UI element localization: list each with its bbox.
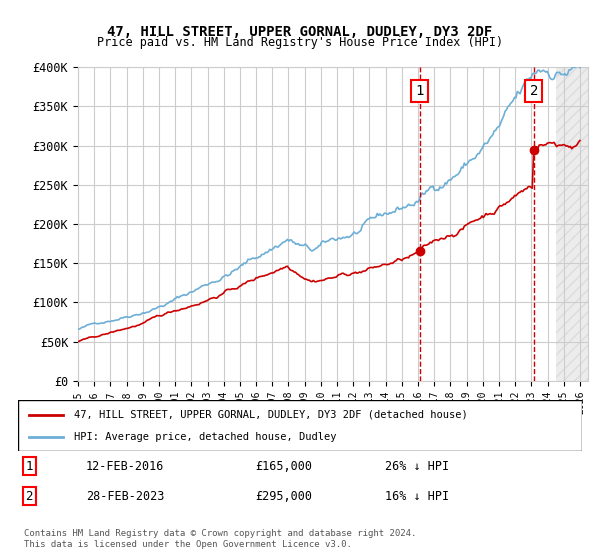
Text: 47, HILL STREET, UPPER GORNAL, DUDLEY, DY3 2DF: 47, HILL STREET, UPPER GORNAL, DUDLEY, D… — [107, 25, 493, 39]
Text: 16% ↓ HPI: 16% ↓ HPI — [385, 490, 449, 503]
Text: 12-FEB-2016: 12-FEB-2016 — [86, 460, 164, 473]
Text: £295,000: £295,000 — [255, 490, 312, 503]
FancyBboxPatch shape — [18, 400, 582, 451]
Bar — [556, 67, 588, 381]
Text: 2: 2 — [530, 83, 538, 97]
Text: 1: 1 — [26, 460, 33, 473]
Text: Contains HM Land Registry data © Crown copyright and database right 2024.
This d: Contains HM Land Registry data © Crown c… — [24, 529, 416, 549]
Text: £165,000: £165,000 — [255, 460, 312, 473]
Text: HPI: Average price, detached house, Dudley: HPI: Average price, detached house, Dudl… — [74, 432, 337, 442]
Bar — [556, 67, 588, 381]
Text: Price paid vs. HM Land Registry's House Price Index (HPI): Price paid vs. HM Land Registry's House … — [97, 36, 503, 49]
Text: 47, HILL STREET, UPPER GORNAL, DUDLEY, DY3 2DF (detached house): 47, HILL STREET, UPPER GORNAL, DUDLEY, D… — [74, 409, 468, 419]
Text: 2: 2 — [26, 490, 33, 503]
Text: 26% ↓ HPI: 26% ↓ HPI — [385, 460, 449, 473]
Text: 28-FEB-2023: 28-FEB-2023 — [86, 490, 164, 503]
Text: 1: 1 — [415, 83, 424, 97]
